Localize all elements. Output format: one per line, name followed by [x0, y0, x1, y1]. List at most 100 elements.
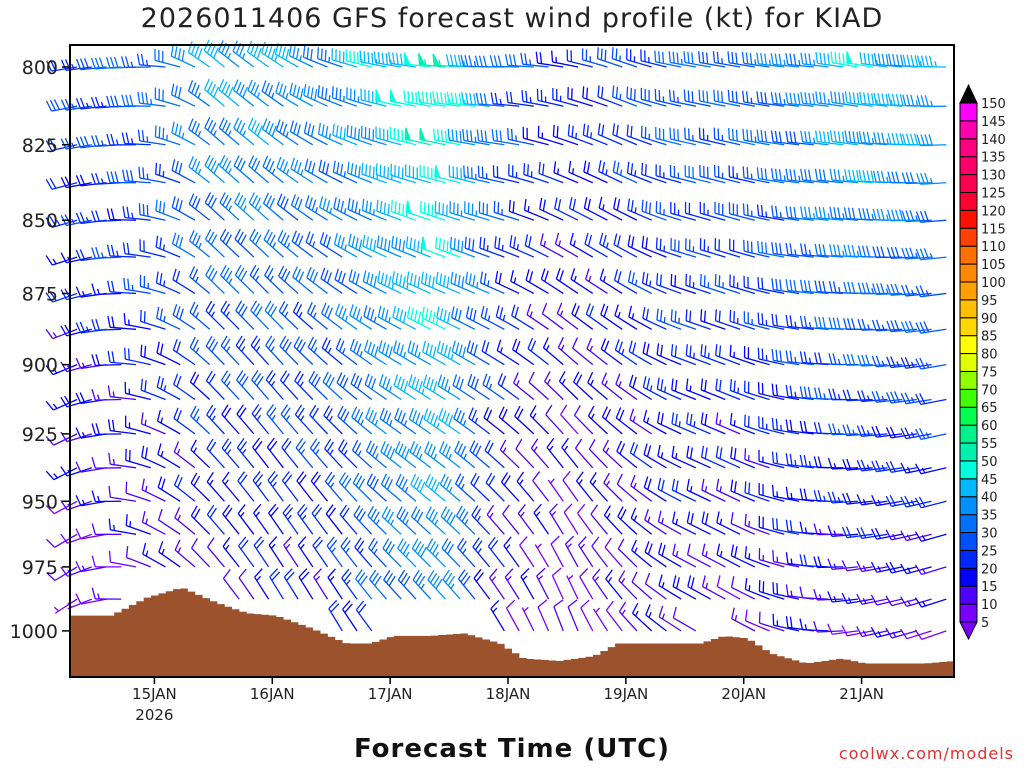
barb-shaft: [110, 291, 137, 295]
barb-full: [181, 49, 185, 62]
barb-shaft: [280, 379, 299, 400]
barb-full: [657, 510, 662, 522]
wind-barb: [303, 121, 328, 146]
wind-barb: [771, 451, 800, 469]
wind-barb: [654, 50, 682, 68]
wind-barb: [266, 437, 284, 469]
barb-full: [311, 373, 318, 385]
wind-barb: [171, 159, 196, 184]
wind-barb: [481, 339, 505, 366]
wind-barb: [362, 270, 387, 295]
barb-full: [502, 504, 510, 515]
barb-full: [279, 370, 288, 381]
barb-full: [438, 238, 442, 250]
barb-shaft: [701, 489, 726, 502]
barb-full: [423, 408, 429, 420]
barb-full: [814, 206, 818, 218]
barb-full: [108, 485, 111, 498]
wind-barb: [532, 471, 550, 502]
wind-barb: [154, 125, 181, 146]
barb-full: [412, 443, 419, 455]
barb-full: [83, 57, 90, 70]
barb-half: [81, 565, 86, 572]
barb-full: [60, 533, 68, 544]
barb-full: [309, 438, 318, 449]
barb-full: [613, 269, 619, 281]
barb-full: [194, 161, 201, 173]
wind-barb: [173, 373, 196, 401]
barb-shaft: [220, 345, 240, 366]
barb-shaft: [219, 165, 240, 184]
wind-barb: [348, 269, 373, 295]
barb-half: [580, 543, 586, 549]
wind-barb: [406, 306, 431, 330]
wind-barb: [770, 92, 800, 107]
wind-barb: [729, 344, 756, 366]
barb-shaft: [205, 345, 225, 366]
barb-full: [283, 441, 292, 452]
barb-full: [236, 194, 244, 206]
colorbar-label: 105: [981, 258, 1006, 273]
barb-full: [646, 445, 652, 457]
barb-full: [426, 538, 434, 549]
barb-full: [219, 228, 227, 240]
barb-shaft: [283, 544, 299, 568]
wind-barb: [757, 312, 785, 330]
barb-shaft: [347, 208, 373, 221]
wind-barb: [447, 128, 475, 146]
barb-full: [310, 87, 314, 99]
barb-full: [45, 255, 53, 266]
barb-shaft: [787, 102, 814, 107]
barb-half: [274, 55, 278, 62]
barb-full: [323, 405, 331, 416]
barb-half: [211, 311, 216, 317]
barb-half: [595, 607, 601, 613]
barb-full: [155, 235, 159, 248]
barb-full: [827, 591, 833, 603]
wind-barb: [484, 439, 505, 469]
barb-full: [756, 91, 760, 103]
barb-shaft: [490, 608, 505, 632]
barb-half: [255, 346, 261, 352]
wind-barb: [325, 504, 343, 535]
barb-full: [843, 244, 848, 257]
barb-full: [510, 128, 513, 141]
barb-full: [836, 317, 841, 329]
barb-full: [91, 354, 96, 366]
barb-full: [347, 233, 352, 246]
wind-barb: [596, 47, 623, 68]
barb-full: [283, 407, 291, 418]
barb-full: [249, 264, 257, 276]
credit-link[interactable]: coolwx.com/models: [838, 744, 1014, 763]
barb-full: [472, 239, 475, 251]
barb-shaft: [221, 447, 240, 469]
barb-full: [378, 374, 384, 386]
barb-full: [388, 575, 396, 587]
barb-full: [618, 570, 626, 581]
wind-barb: [219, 192, 240, 221]
barb-full: [146, 204, 149, 217]
barb-full: [208, 267, 215, 279]
barb-full: [220, 300, 228, 312]
barb-full: [361, 162, 364, 175]
barb-half: [594, 576, 600, 582]
barb-full: [770, 53, 774, 65]
barb-shaft: [787, 325, 814, 330]
barb-full: [538, 162, 541, 174]
barb-shaft: [700, 212, 726, 221]
wind-barb: [658, 574, 682, 600]
barb-shaft: [383, 579, 402, 600]
wind-barb: [887, 171, 917, 184]
barb-full: [498, 272, 502, 285]
wind-barb: [405, 200, 431, 221]
barb-full: [189, 266, 196, 278]
barb-half: [634, 279, 638, 286]
barb-half: [300, 448, 306, 455]
barb-full: [819, 130, 822, 143]
barb-full: [120, 56, 126, 68]
wind-barb: [339, 504, 358, 535]
barb-full: [173, 474, 180, 486]
barb-shaft: [700, 320, 726, 330]
barb-full: [731, 51, 734, 64]
wind-barb: [799, 521, 829, 535]
